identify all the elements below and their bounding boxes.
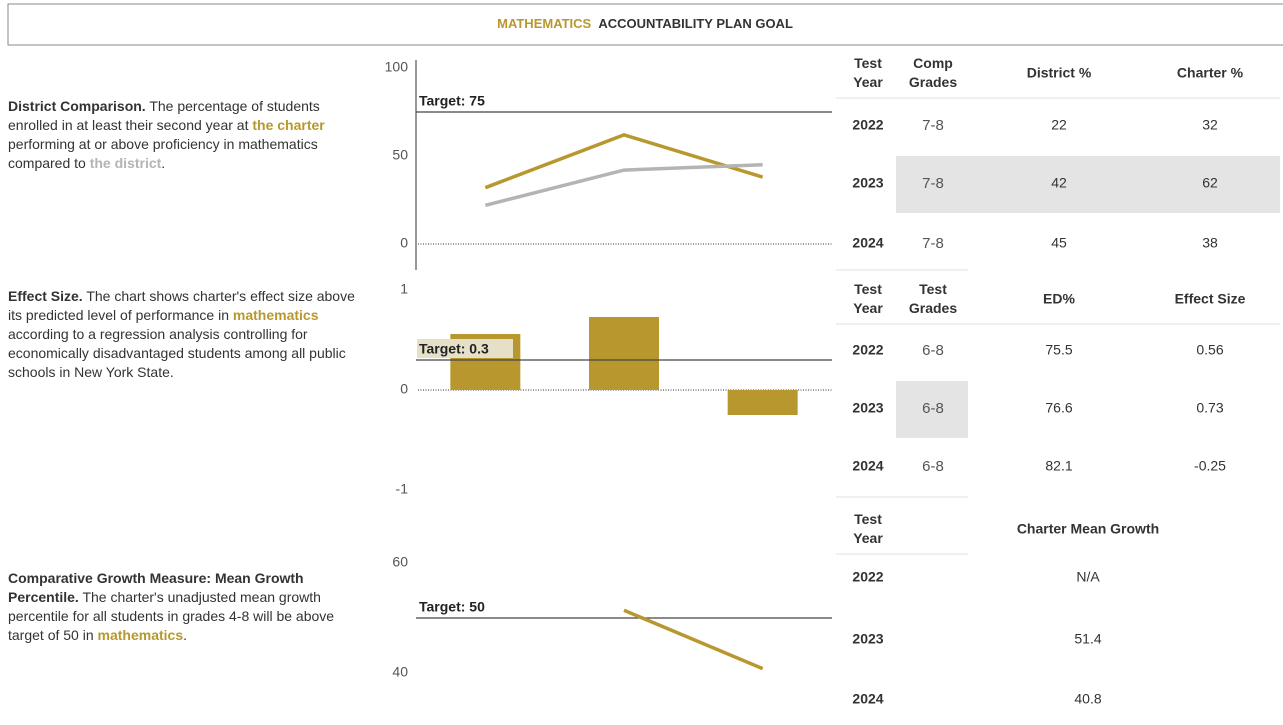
description-text: The chart shows charter's effect size ab… (8, 288, 355, 323)
table-header: Test (854, 55, 882, 71)
header-title: MATHEMATICS ACCOUNTABILITY PLAN GOAL (497, 16, 793, 31)
target-label-bg (417, 339, 513, 358)
shaded-cell (968, 156, 1150, 213)
table-cell: 40.8 (1074, 691, 1101, 707)
table-header: Test (854, 281, 882, 297)
table-cell: 0.56 (1196, 342, 1223, 358)
series-line (484, 133, 764, 190)
table-cell: 6-8 (922, 458, 944, 475)
table-header: Effect Size (1175, 291, 1246, 307)
table-cell: 2023 (852, 400, 883, 416)
description: Comparative Growth Measure: Mean Growth … (8, 569, 360, 645)
description-text: District Comparison. (8, 98, 146, 114)
description-text: The charter's unadjusted mean growth per… (8, 589, 335, 643)
shaded-cell (1150, 156, 1280, 213)
table-cell: -0.25 (1194, 458, 1226, 474)
table-cell: 82.1 (1045, 458, 1072, 474)
table-header: Test (919, 281, 947, 297)
table-cell: N/A (1076, 569, 1100, 585)
table-cell: 51.4 (1074, 631, 1101, 647)
table-cell: 45 (1051, 235, 1067, 251)
description-text: The percentage of students enrolled in a… (8, 98, 320, 133)
table-header: ED% (1043, 291, 1075, 307)
table-cell: 7-8 (922, 117, 944, 134)
table-cell: 75.5 (1045, 342, 1072, 358)
table-header: Year (853, 300, 883, 316)
y-tick-label: 1 (400, 281, 408, 297)
y-tick-label: -1 (396, 481, 409, 497)
series-line (484, 163, 763, 207)
description-text: mathematics (232, 307, 319, 323)
title-highlight: MATHEMATICS (497, 16, 591, 31)
y-tick-label: 0 (400, 235, 408, 251)
table-cell: 6-8 (922, 400, 944, 417)
table-header: Year (853, 74, 883, 90)
shaded-cell (896, 156, 968, 213)
description: Effect Size. The chart shows charter's e… (8, 287, 360, 382)
title-rest: ACCOUNTABILITY PLAN GOAL (598, 16, 793, 31)
table-cell: 2022 (852, 569, 883, 585)
table-cell: 2024 (852, 458, 883, 474)
bar (727, 390, 798, 415)
description-text: Comparative Growth Measure: Mean Growth … (8, 570, 304, 605)
description-text: . (183, 627, 187, 643)
table-cell: 22 (1051, 117, 1067, 133)
y-tick-label: 100 (385, 59, 409, 75)
table-header: Charter Mean Growth (1017, 521, 1159, 537)
bar (589, 317, 659, 390)
target-label: Target: 0.3 (419, 341, 489, 357)
description-text: the district (89, 155, 162, 171)
table-cell: 76.6 (1045, 400, 1072, 416)
table-cell: 2022 (852, 342, 883, 358)
description-text: Effect Size. (8, 288, 83, 304)
table-header: Grades (909, 74, 957, 90)
y-tick-label: 40 (392, 664, 408, 680)
y-tick-label: 0 (400, 381, 408, 397)
table-header: Year (853, 530, 883, 546)
table-cell: 32 (1202, 117, 1218, 133)
description-text: mathematics (97, 627, 184, 643)
description-text: according to a regression analysis contr… (8, 326, 346, 380)
shaded-cell (896, 381, 968, 438)
table-cell: 6-8 (922, 342, 944, 359)
table-cell: 2022 (852, 117, 883, 133)
target-label: Target: 50 (419, 599, 485, 615)
table-cell: 2024 (852, 235, 883, 251)
y-tick-label: 50 (392, 147, 408, 163)
table-cell: 2023 (852, 631, 883, 647)
table-header: Charter % (1177, 65, 1244, 81)
table-cell: 38 (1202, 235, 1218, 251)
table-header: District % (1027, 65, 1092, 81)
table-header: Comp (913, 55, 953, 71)
table-cell: 42 (1051, 175, 1067, 191)
table-cell: 2024 (852, 691, 883, 707)
table-cell: 2023 (852, 175, 883, 191)
table-cell: 7-8 (922, 235, 944, 252)
header-box (7, 3, 1283, 46)
description-text: . (161, 155, 166, 171)
y-tick-label: 60 (392, 554, 408, 570)
table-cell: 62 (1202, 175, 1218, 191)
description-text: performing at or above proficiency in ma… (8, 136, 318, 171)
description-text: the charter (252, 117, 325, 133)
target-label: Target: 75 (419, 93, 485, 109)
description: District Comparison. The percentage of s… (8, 97, 360, 173)
series-line (623, 608, 764, 671)
table-cell: 0.73 (1196, 400, 1223, 416)
table-header: Grades (909, 300, 957, 316)
table-header: Test (854, 511, 882, 527)
table-cell: 7-8 (922, 175, 944, 192)
